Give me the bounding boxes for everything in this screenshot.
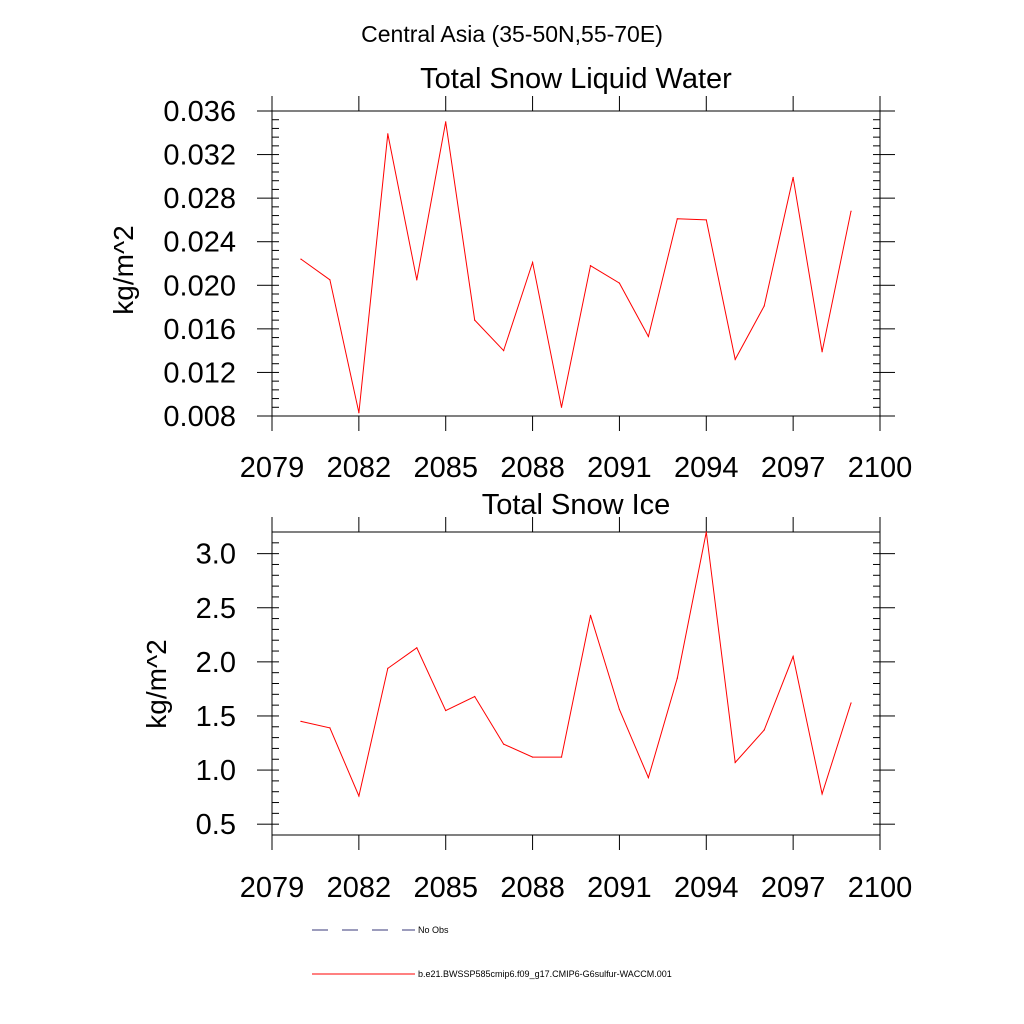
data-point — [358, 412, 360, 414]
y-tick-label: 0.5 — [196, 809, 236, 841]
data-point — [387, 133, 389, 135]
panel-title: Total Snow Ice — [482, 489, 671, 521]
region-title: Central Asia (35-50N,55-70E) — [361, 21, 663, 47]
series-line — [300, 531, 852, 798]
data-point — [792, 655, 794, 658]
data-point — [821, 793, 823, 795]
data-point — [474, 695, 476, 698]
y-tick-label: 0.036 — [163, 96, 236, 128]
data-point — [618, 708, 621, 711]
x-tick-label: 2094 — [674, 452, 739, 484]
y-tick-label: 0.028 — [163, 183, 236, 215]
series-line — [300, 121, 852, 413]
x-tick-label: 2082 — [327, 452, 392, 484]
data-point — [763, 729, 765, 731]
x-tick-label: 2097 — [761, 872, 826, 904]
data-point — [358, 795, 360, 797]
x-tick-label: 2091 — [587, 872, 652, 904]
x-tick-label: 2097 — [761, 452, 826, 484]
x-tick-label: 2079 — [240, 452, 305, 484]
data-point — [300, 720, 302, 722]
x-tick-label: 2079 — [240, 872, 305, 904]
data-point — [387, 667, 389, 669]
panel-title: Total Snow Liquid Water — [420, 63, 732, 95]
data-point — [329, 279, 331, 281]
data-point — [676, 677, 678, 679]
y-tick-label: 3.0 — [196, 539, 236, 571]
panel-snow-ice: Total Snow Ice kg/m^2 2079 2082 2085 2088 20… — [141, 489, 912, 904]
x-tick-label: 2085 — [413, 872, 478, 904]
data-point — [503, 350, 505, 352]
x-tick-label: 2085 — [413, 452, 478, 484]
data-point — [531, 261, 534, 264]
y-axis-label: kg/m^2 — [108, 225, 139, 314]
data-point — [647, 335, 649, 338]
plot-frame — [271, 531, 881, 836]
data-point — [445, 121, 447, 123]
data-point — [329, 727, 331, 729]
data-point — [705, 219, 707, 221]
data-point — [821, 351, 823, 353]
x-tick-label: 2088 — [500, 872, 565, 904]
data-point — [531, 756, 534, 758]
data-point — [850, 702, 852, 704]
x-tick-label: 2094 — [674, 872, 739, 904]
data-point — [647, 777, 649, 779]
data-point — [618, 282, 621, 284]
data-point — [734, 358, 736, 360]
x-tick-label: 2091 — [587, 452, 652, 484]
legend-series-label: b.e21.BWSSP585cmip6.f09_g17.CMIP6-G6sulf… — [418, 969, 672, 979]
y-axis-label: kg/m^2 — [141, 639, 172, 728]
data-point — [560, 756, 563, 758]
y-tick-label: 2.5 — [196, 593, 236, 625]
data-point — [589, 614, 592, 616]
x-tick-label: 2100 — [848, 452, 913, 484]
data-point — [445, 709, 447, 712]
y-tick-label: 0.008 — [163, 401, 236, 433]
data-point — [792, 176, 794, 179]
data-point — [474, 319, 476, 321]
y-tick-label: 0.032 — [163, 140, 236, 172]
data-point — [676, 218, 678, 220]
plot-frame — [271, 110, 881, 417]
data-point — [416, 279, 418, 281]
data-point — [416, 647, 418, 649]
y-tick-label: 0.020 — [163, 270, 236, 302]
y-tick-label: 0.024 — [163, 227, 236, 259]
data-point — [763, 305, 765, 307]
y-tick-label: 0.016 — [163, 314, 236, 346]
x-tick-label: 2100 — [848, 872, 913, 904]
y-tick-label: 0.012 — [163, 357, 236, 389]
x-tick-label: 2088 — [500, 452, 565, 484]
panel-liquid-water: Total Snow Liquid Water kg/m^2 2079 2082 2… — [108, 63, 912, 484]
y-tick-label: 1.5 — [196, 701, 236, 733]
data-point — [705, 531, 707, 533]
data-point — [850, 210, 852, 212]
legend: No Obs b.e21.BWSSP585cmip6.f09_g17.CMIP6… — [312, 925, 672, 979]
y-tick-label: 1.0 — [196, 755, 236, 787]
data-point — [560, 406, 563, 408]
data-point — [300, 258, 302, 260]
y-tick-label: 2.0 — [196, 647, 236, 679]
data-point — [589, 265, 592, 267]
data-point — [734, 761, 736, 764]
legend-no-obs-label: No Obs — [418, 925, 449, 935]
x-tick-label: 2082 — [327, 872, 392, 904]
data-point — [503, 743, 505, 745]
